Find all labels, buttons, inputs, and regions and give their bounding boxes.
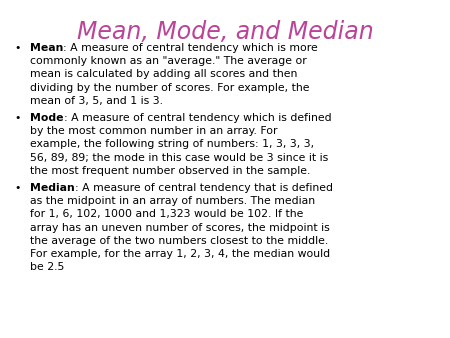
- Text: For example, for the array 1, 2, 3, 4, the median would: For example, for the array 1, 2, 3, 4, t…: [30, 249, 330, 259]
- Text: the most frequent number observed in the sample.: the most frequent number observed in the…: [30, 166, 310, 176]
- Text: array has an uneven number of scores, the midpoint is: array has an uneven number of scores, th…: [30, 223, 330, 233]
- Text: the average of the two numbers closest to the middle.: the average of the two numbers closest t…: [30, 236, 328, 246]
- Text: for 1, 6, 102, 1000 and 1,323 would be 102. If the: for 1, 6, 102, 1000 and 1,323 would be 1…: [30, 210, 303, 219]
- Text: •: •: [15, 113, 21, 123]
- Text: example, the following string of numbers: 1, 3, 3, 3,: example, the following string of numbers…: [30, 139, 314, 149]
- Text: Mean, Mode, and Median: Mean, Mode, and Median: [76, 20, 373, 44]
- Text: 56, 89, 89; the mode in this case would be 3 since it is: 56, 89, 89; the mode in this case would …: [30, 152, 328, 163]
- Text: Mode: Mode: [30, 113, 63, 123]
- Text: as the midpoint in an array of numbers. The median: as the midpoint in an array of numbers. …: [30, 196, 315, 206]
- Text: : A measure of central tendency which is more: : A measure of central tendency which is…: [63, 43, 318, 53]
- Text: Median: Median: [30, 183, 75, 193]
- Text: commonly known as an "average." The average or: commonly known as an "average." The aver…: [30, 56, 307, 66]
- Text: •: •: [15, 43, 21, 53]
- Text: Mean: Mean: [30, 43, 63, 53]
- Text: mean of 3, 5, and 1 is 3.: mean of 3, 5, and 1 is 3.: [30, 96, 163, 106]
- Text: •: •: [15, 183, 21, 193]
- Text: be 2.5: be 2.5: [30, 262, 64, 272]
- Text: by the most common number in an array. For: by the most common number in an array. F…: [30, 126, 278, 136]
- Text: : A measure of central tendency which is defined: : A measure of central tendency which is…: [63, 113, 331, 123]
- Text: : A measure of central tendency that is defined: : A measure of central tendency that is …: [75, 183, 333, 193]
- Text: mean is calculated by adding all scores and then: mean is calculated by adding all scores …: [30, 69, 297, 79]
- Text: dividing by the number of scores. For example, the: dividing by the number of scores. For ex…: [30, 82, 310, 93]
